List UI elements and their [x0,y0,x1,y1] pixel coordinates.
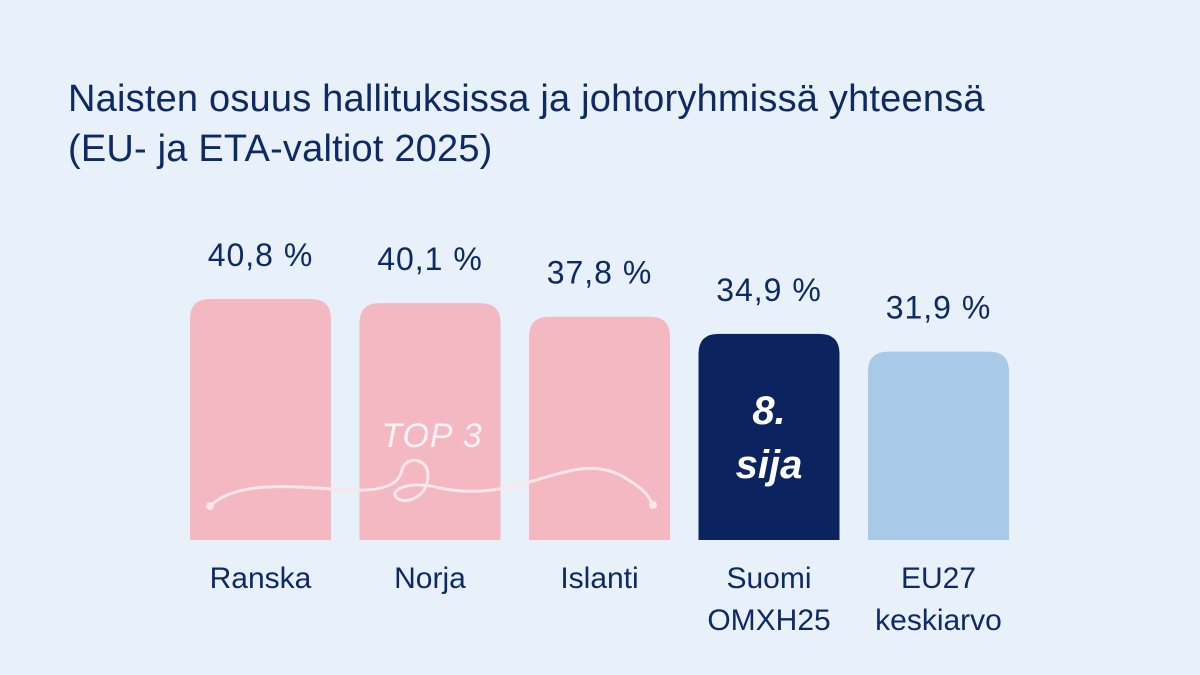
ribbon-end-right [649,501,657,509]
rank-number: 8. [752,389,785,433]
category-label-1: Ranska [210,562,312,595]
chart-title: Naisten osuus hallituksissa ja johtoryhm… [68,74,985,174]
category-label-3: Islanti [560,562,638,595]
category-label-2: Norja [394,562,466,595]
bar-1 [190,299,331,540]
ribbon-end-left [206,502,214,510]
category-label-4-line-2: OMXH25 [707,604,830,637]
subtitle-line: (EU- ja ETA-valtiot 2025) [68,128,493,170]
category-label-4-line-1: Suomi [726,562,811,595]
category-label-5-line-1: EU27 [901,562,976,595]
value-label-3: 37,8 % [547,255,653,291]
top3-ribbon [208,459,654,508]
top3-label: TOP 3 [381,417,482,455]
bar-4 [698,333,840,540]
value-label-1: 40,8 % [208,237,314,273]
category-label-5-line-2: keskiarvo [875,604,1002,637]
title-line: Naisten osuus hallituksissa ja johtoryhm… [68,78,985,120]
value-label-4: 34,9 % [716,272,822,308]
rank-word: sija [736,443,803,487]
bar-5 [868,351,1009,540]
value-label-2: 40,1 % [377,241,483,277]
value-label-5: 31,9 % [886,290,992,326]
bar-3 [529,316,670,540]
